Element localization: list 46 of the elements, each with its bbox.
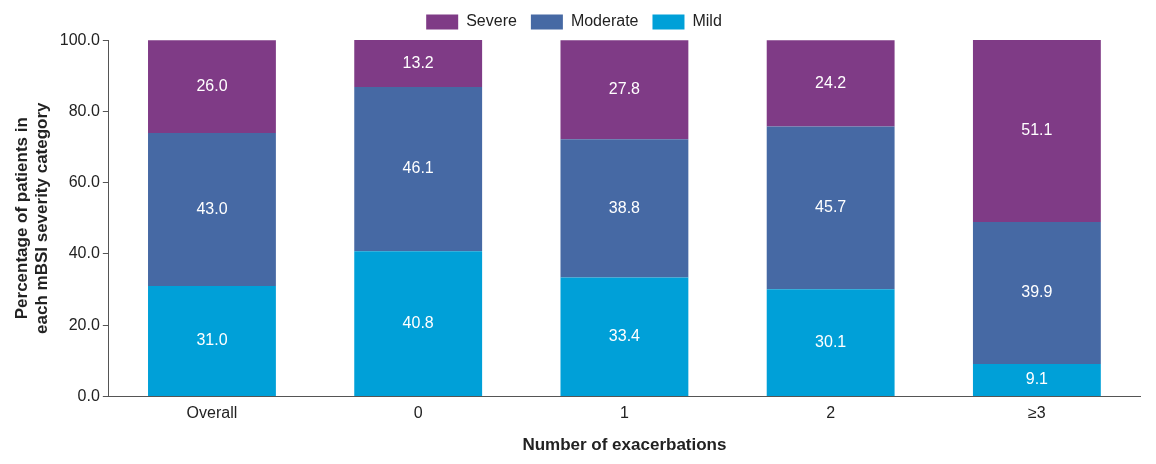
data-label: 46.1: [402, 159, 434, 177]
bar: [354, 251, 483, 396]
y-tick-label: 80.0: [68, 101, 100, 119]
bar: [972, 40, 1101, 222]
data-label: 40.8: [402, 313, 434, 331]
x-tick-label: Overall: [186, 404, 238, 422]
bar: [560, 139, 689, 278]
x-tick-label: 1: [619, 404, 629, 422]
data-label: 27.8: [608, 80, 641, 98]
y-tick-label: 40.0: [68, 244, 100, 262]
data-label: 13.2: [402, 53, 434, 71]
data-label: 43.0: [196, 199, 228, 217]
bar: [148, 40, 276, 133]
data-label: 31.0: [196, 331, 228, 349]
y-tick-label: 60.0: [68, 173, 100, 191]
data-label: 51.1: [1021, 121, 1053, 139]
x-tick-label: 0: [413, 404, 423, 422]
data-label: 9.1: [1025, 370, 1049, 388]
data-label: 30.1: [815, 332, 847, 350]
bar: [354, 40, 483, 87]
bar: [972, 221, 1101, 364]
data-label: 45.7: [815, 198, 847, 216]
legend-label: Mild: [692, 12, 722, 30]
x-axis-title: Number of exacerbations: [522, 435, 727, 455]
y-tick-label: 20.0: [68, 315, 100, 333]
bar: [766, 289, 895, 396]
legend-label: Moderate: [570, 12, 639, 30]
y-tick-label: 0.0: [77, 386, 100, 404]
bar: [560, 40, 689, 140]
data-label: 33.4: [608, 327, 641, 345]
x-tick-label: ≥3: [1028, 404, 1046, 422]
data-label: 26.0: [196, 77, 228, 95]
bar: [766, 40, 895, 127]
bar: [354, 87, 483, 252]
bar: [766, 126, 895, 290]
x-tick-label: 2: [826, 404, 836, 422]
bar: [148, 286, 276, 396]
bar: [972, 364, 1101, 396]
bar: [148, 132, 276, 287]
y-axis-title: Percentage of patients in each mBSI severity category: [11, 101, 52, 334]
y-tick-label: 100.0: [59, 30, 100, 48]
data-label: 38.8: [608, 198, 641, 216]
data-label: 24.2: [815, 73, 847, 91]
bar: [560, 277, 689, 396]
legend-label: Severe: [466, 12, 517, 30]
data-label: 39.9: [1021, 283, 1053, 301]
